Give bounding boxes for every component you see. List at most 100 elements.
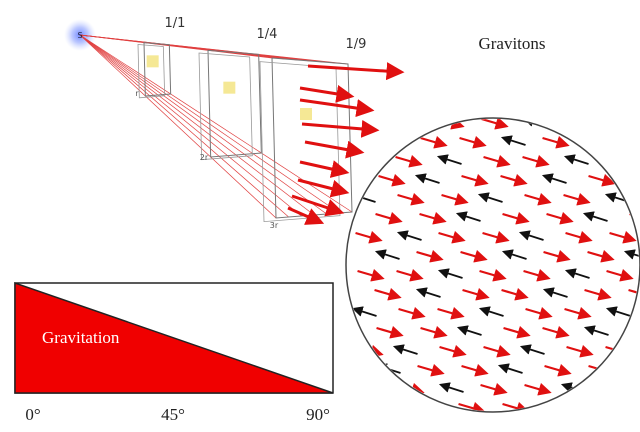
- graviton-red: [564, 119, 592, 130]
- graviton-black: [438, 382, 464, 393]
- graviton-red: [355, 230, 383, 244]
- graviton-red: [630, 326, 639, 337]
- graviton-black: [437, 268, 463, 279]
- graviton-red: [565, 230, 593, 244]
- graviton-red: [522, 154, 550, 168]
- graviton-red: [586, 135, 614, 149]
- graviton-red: [584, 287, 612, 301]
- light-patch: [300, 108, 312, 120]
- graviton-black: [463, 100, 485, 107]
- ray: [79, 34, 289, 218]
- graviton-red: [542, 325, 570, 339]
- graviton-black: [563, 154, 589, 165]
- graviton-red: [543, 249, 571, 263]
- graviton-red: [546, 100, 570, 107]
- graviton-red: [483, 344, 511, 358]
- graviton-red: [375, 401, 403, 411]
- graviton-red: [605, 154, 633, 168]
- graviton-red: [525, 306, 553, 320]
- arrow: [301, 119, 380, 138]
- graviton-black: [497, 363, 523, 374]
- graviton-black: [585, 100, 607, 107]
- graviton-red: [482, 230, 510, 244]
- arrow: [291, 194, 345, 217]
- graviton-black: [436, 154, 462, 165]
- frame-face: [143, 42, 172, 97]
- arrow: [299, 84, 355, 103]
- graviton-black: [541, 173, 567, 184]
- graviton-red: [356, 154, 384, 168]
- gravitation-wedge: [14, 281, 334, 394]
- graviton-red: [417, 363, 445, 377]
- graviton-red: [542, 135, 570, 149]
- graviton-red: [500, 173, 528, 187]
- graviton-black: [374, 249, 400, 260]
- graviton-black: [478, 306, 504, 317]
- graviton-red: [503, 325, 531, 339]
- graviton-black: [414, 173, 440, 184]
- graviton-black: [624, 363, 639, 374]
- graviton-red: [608, 119, 636, 130]
- light-patch: [146, 55, 159, 68]
- graviton-red: [546, 211, 574, 225]
- graviton-red: [566, 344, 594, 358]
- graviton-black: [373, 135, 399, 146]
- graviton-red: [588, 173, 616, 187]
- graviton-red: [395, 154, 423, 168]
- graviton-red: [585, 401, 613, 411]
- graviton-red: [460, 249, 488, 263]
- frame-face: [198, 52, 253, 161]
- graviton-red: [420, 325, 448, 339]
- graviton-red: [628, 288, 639, 299]
- graviton-red: [438, 230, 466, 244]
- graviton-red: [606, 268, 634, 282]
- graviton-red: [398, 306, 426, 320]
- light-patch: [223, 81, 236, 94]
- graviton-red: [524, 382, 552, 396]
- graviton-red: [501, 287, 529, 301]
- distance-label: 2r: [200, 153, 209, 162]
- arrow: [299, 160, 350, 178]
- source-label: S: [77, 31, 82, 40]
- graviton-red: [357, 268, 385, 282]
- ray: [79, 34, 277, 219]
- graviton-red: [439, 344, 467, 358]
- graviton-red: [479, 268, 507, 282]
- ray: [79, 34, 302, 217]
- graviton-black: [456, 325, 482, 336]
- graviton-red: [564, 306, 592, 320]
- frame-face: [207, 49, 262, 158]
- graviton-red: [420, 135, 448, 149]
- graviton-black: [395, 119, 421, 127]
- graviton-black: [501, 249, 527, 260]
- gravitation-label: Gravitation: [42, 328, 120, 347]
- graviton-black: [416, 401, 442, 411]
- angle-label: 0°: [25, 405, 40, 424]
- graviton-red: [502, 211, 530, 225]
- graviton-black: [455, 211, 481, 222]
- graviton-red: [544, 363, 572, 377]
- angle-label: 45°: [161, 405, 185, 424]
- graviton-red: [481, 119, 509, 130]
- graviton-red: [480, 382, 508, 396]
- graviton-red: [416, 249, 444, 263]
- graviton-black: [582, 211, 608, 222]
- graviton-black: [605, 306, 631, 317]
- graviton-black: [623, 249, 639, 260]
- ray: [79, 34, 315, 216]
- graviton-black: [519, 344, 545, 355]
- graviton-red: [396, 268, 424, 282]
- graviton-red: [524, 192, 552, 206]
- graviton-black: [477, 192, 503, 203]
- graviton-red: [437, 306, 465, 320]
- graviton-red: [374, 287, 402, 301]
- arrow: [287, 206, 325, 225]
- graviton-black: [351, 306, 377, 317]
- graviton-red: [354, 119, 382, 130]
- graviton-red: [458, 401, 486, 411]
- graviton-black: [518, 230, 544, 241]
- graviton-red: [375, 211, 403, 225]
- graviton-red: [587, 249, 615, 263]
- fraction-label: 1/4: [257, 27, 278, 42]
